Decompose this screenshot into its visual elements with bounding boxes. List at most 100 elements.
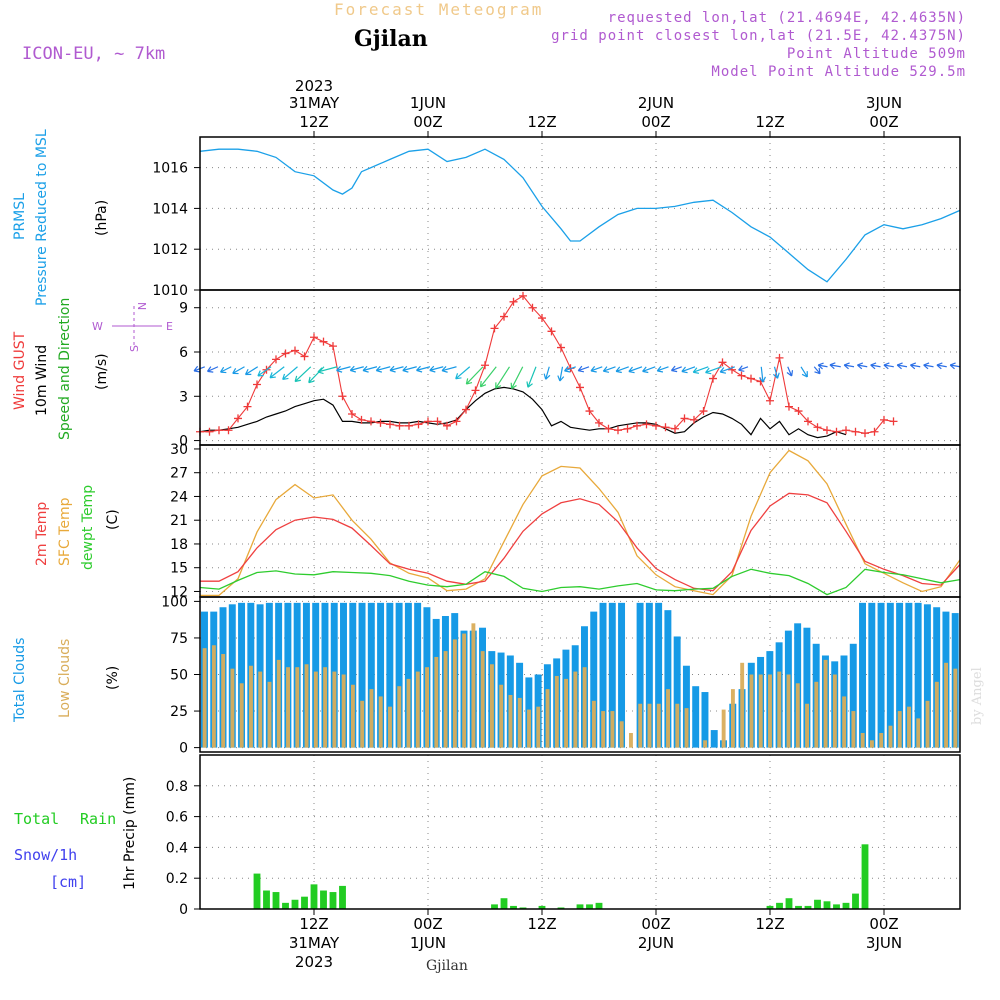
- wind-gust-point: [576, 383, 584, 392]
- total-cloud-bar: [757, 656, 765, 748]
- forecast-meteogram-label: Forecast Meteogram: [334, 0, 544, 19]
- wind-gust-point: [500, 312, 508, 321]
- wind-direction-arrow: [896, 362, 908, 370]
- total-cloud-bar: [516, 662, 524, 748]
- top-hour-label: 00Z: [413, 113, 442, 131]
- wind-direction-arrow: [308, 366, 325, 384]
- panel-4-ytick-label: 0.4: [166, 840, 188, 856]
- precip-bar: [320, 890, 327, 909]
- precip-bar: [519, 907, 527, 909]
- precip-bar: [814, 899, 821, 909]
- wind-gust-point: [652, 421, 660, 430]
- wind-direction-arrow: [772, 366, 780, 379]
- bottom-hour-label: 00Z: [641, 915, 670, 933]
- total-cloud-bar: [497, 652, 505, 748]
- low-cloud-bar: [860, 732, 865, 748]
- clouds-unit: (%): [105, 665, 121, 690]
- top-date-label: 2JUN: [638, 94, 674, 112]
- low-cloud-bar: [230, 668, 235, 748]
- low-cloud-bar: [258, 671, 263, 748]
- total-cloud-bar: [414, 602, 422, 748]
- wind-dir-label: Speed and Direction: [57, 297, 73, 440]
- wind-gust-point: [196, 427, 204, 436]
- total-cloud-bar: [201, 611, 208, 748]
- low-cloud-bar: [406, 678, 411, 748]
- panel-0-ytick-label: 1012: [152, 242, 188, 258]
- pressure-unit: (hPa): [94, 199, 110, 236]
- credit-watermark: by Angel: [970, 667, 985, 725]
- panel-1-frame: [199, 289, 961, 446]
- wind-gust-point: [557, 343, 565, 352]
- precip-bar: [595, 902, 603, 909]
- wind-direction-arrow: [692, 366, 709, 374]
- wind-direction-arrow: [949, 362, 961, 370]
- wind-gust-point: [690, 415, 698, 424]
- precip-bar: [491, 904, 498, 909]
- total-cloud-bar: [395, 602, 403, 748]
- wind-gust-point: [471, 386, 480, 395]
- low-cloud-bar: [888, 725, 893, 748]
- wind-gust-point: [376, 418, 385, 427]
- top-year-label: 2023: [295, 77, 333, 95]
- wind-gust-point: [671, 424, 679, 433]
- total-cloud-bar: [432, 618, 440, 748]
- wind-gust-point: [766, 396, 774, 405]
- wind-direction-arrow: [628, 366, 643, 374]
- precip-bar: [272, 892, 280, 909]
- panel-2-ytick-label: 12: [170, 584, 188, 600]
- low-cloud-bar: [591, 700, 596, 748]
- low-cloud-bar: [452, 639, 457, 748]
- low-cloud-bar: [851, 711, 856, 748]
- bottom-date-label: 3JUN: [866, 934, 902, 952]
- footer-location: Gjilan: [426, 958, 468, 974]
- compass-e: E: [166, 320, 173, 333]
- total-cloud-bar: [831, 661, 839, 748]
- precip-bar: [253, 873, 261, 909]
- wind-direction-arrow: [705, 366, 722, 375]
- pressure-label-prmsl: PRMSL: [12, 193, 28, 240]
- wind-direction-arrow: [193, 365, 205, 373]
- panel-3-frame: [199, 596, 961, 753]
- low-cloud-bar: [795, 683, 800, 748]
- low-cloud-bar: [869, 740, 874, 748]
- precip-bar: [538, 905, 546, 909]
- precip-bar: [852, 893, 859, 909]
- total-cloud-bar: [794, 623, 802, 748]
- panel-4-ytick-label: 0.6: [166, 810, 188, 826]
- low-cloud-bar: [286, 667, 290, 748]
- wind-direction-arrow: [375, 365, 391, 373]
- panel-2-frame: [199, 444, 961, 598]
- low-cloud-bar: [489, 664, 494, 748]
- wind-gust-point: [785, 402, 793, 411]
- low-cloud-bar: [508, 694, 513, 748]
- precip-bar: [301, 896, 308, 909]
- wind-gust-point: [709, 374, 717, 383]
- total-cloud-bar: [543, 664, 551, 748]
- model-label: ICON-EU, ~ 7km: [22, 44, 166, 64]
- wind-direction-arrow: [910, 362, 921, 370]
- wind-direction-arrow: [829, 362, 841, 370]
- low-cloud-bar: [675, 703, 680, 748]
- total-cloud-bar: [821, 655, 829, 748]
- wind-direction-arrow: [294, 366, 312, 383]
- wind-direction-arrow: [719, 366, 735, 374]
- pressure-label-msl: Pressure Reduced to MSL: [34, 129, 50, 306]
- low-cloud-bar: [443, 651, 448, 748]
- total-cloud-bar: [525, 677, 533, 748]
- low-cloud-bar: [276, 659, 281, 748]
- panel-3-ytick-label: 100: [161, 594, 188, 610]
- low-cloud-bar: [582, 667, 587, 748]
- wind-direction-arrow: [857, 362, 868, 370]
- wind-gust-point: [509, 297, 518, 306]
- low-cloud-bar: [211, 645, 216, 748]
- wind-direction-arrow: [206, 366, 219, 373]
- panel-0-ytick-label: 1014: [152, 201, 188, 217]
- wind-direction-arrow: [817, 362, 828, 370]
- total-cloud-bar: [386, 602, 394, 748]
- total-cloud-bar: [636, 602, 644, 748]
- bottom-date-label: 1JUN: [410, 934, 446, 952]
- wind-direction-arrow: [670, 365, 682, 373]
- precip-bar: [823, 901, 831, 909]
- total-cloud-bar: [321, 602, 329, 748]
- low-cloud-bar: [536, 706, 541, 748]
